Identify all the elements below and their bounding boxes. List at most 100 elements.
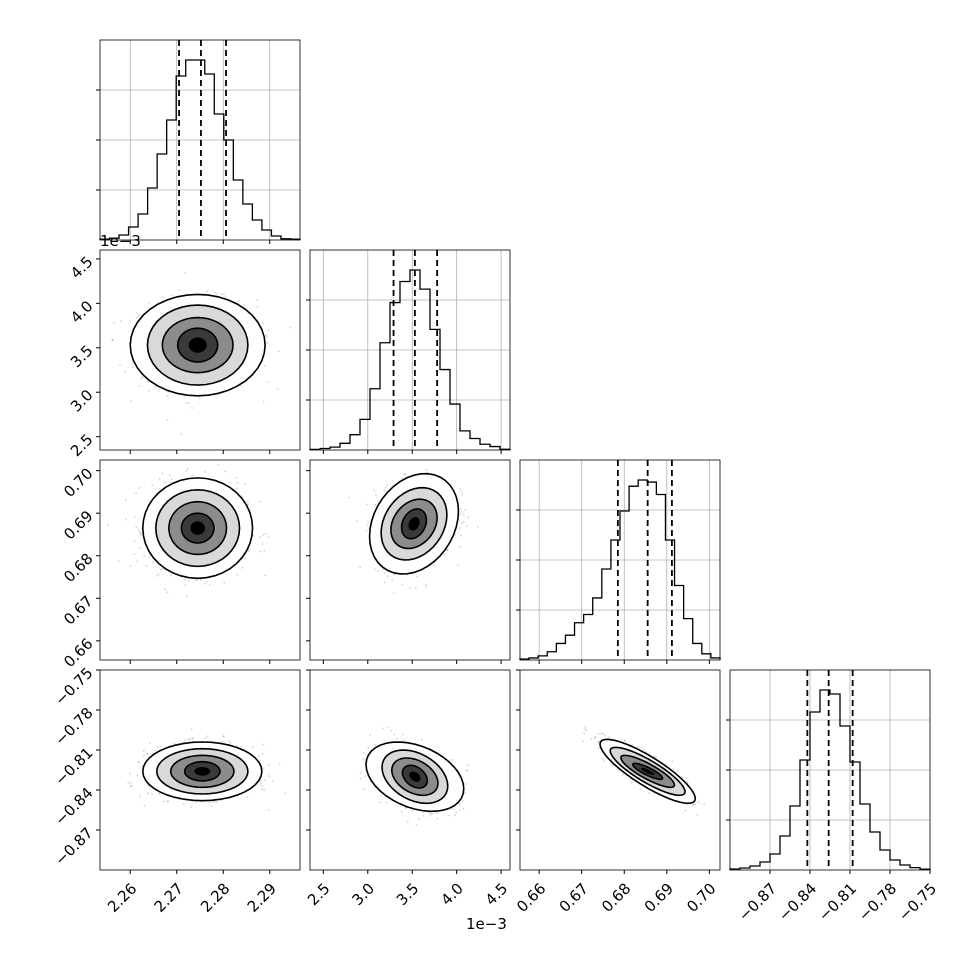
scatter-point [387, 726, 390, 729]
panel-content [347, 460, 479, 595]
scatter-point [401, 733, 404, 736]
scatter-point [206, 735, 209, 738]
panel-content [95, 271, 292, 435]
scatter-point [684, 809, 687, 812]
scatter-point [347, 496, 350, 499]
scatter-point [256, 305, 259, 308]
scatter-point [406, 820, 409, 823]
scatter-point [138, 487, 141, 490]
contour-line [381, 749, 449, 805]
scatter-point [106, 523, 109, 526]
scatter-point [236, 487, 239, 490]
scatter-point [136, 774, 139, 777]
scatter-point [162, 800, 165, 803]
scatter-point [244, 557, 247, 560]
scatter-point [603, 734, 606, 737]
contour-line [365, 741, 465, 813]
scatter-point [137, 313, 140, 316]
scatter-point [374, 493, 377, 496]
scatter-point [259, 536, 262, 539]
scatter-point [640, 746, 643, 749]
scatter-point [134, 492, 137, 495]
scatter-point [188, 738, 191, 741]
scatter-point [220, 293, 223, 296]
scatter-point [237, 299, 240, 302]
scatter-point [235, 476, 238, 479]
scatter-point [436, 812, 439, 815]
scatter-point [157, 792, 160, 795]
contour-line [155, 747, 249, 795]
scatter-point [461, 493, 464, 496]
scatter-point [147, 301, 150, 304]
scatter-point [411, 809, 414, 812]
scatter-point [212, 801, 215, 804]
scatter-point [142, 755, 145, 758]
scatter-point [215, 292, 218, 295]
scatter-point [262, 752, 265, 755]
density-core [409, 771, 421, 782]
scatter-point [188, 579, 191, 582]
scatter-point [208, 584, 211, 587]
scatter-point [167, 800, 170, 803]
scatter-point [224, 295, 227, 298]
scatter-point [210, 804, 213, 807]
scatter-point [236, 482, 239, 485]
scatter-point [221, 740, 224, 743]
contour-line [169, 754, 235, 789]
scatter-point [261, 322, 264, 325]
scatter-point [217, 463, 220, 466]
scatter-point [459, 545, 462, 548]
scatter-point [414, 587, 417, 590]
scatter-point [263, 779, 266, 782]
scatter-point [166, 591, 169, 594]
scatter-panel-1-2 [95, 249, 301, 454]
scatter-point [265, 335, 268, 338]
scatter-point [267, 773, 270, 776]
scatter-point [393, 573, 396, 576]
scatter-point [464, 792, 467, 795]
scatter-point [138, 795, 141, 798]
scatter-point [434, 811, 437, 814]
density-core [188, 337, 207, 353]
scatter-point [462, 521, 465, 524]
scatter-point [392, 733, 395, 736]
scatter-point [159, 745, 162, 748]
scatter-point [156, 574, 159, 577]
scatter-point [266, 342, 269, 345]
scatter-point [135, 560, 138, 563]
scatter-point [456, 564, 459, 567]
scatter-point [166, 418, 169, 421]
scatter-point [113, 321, 116, 324]
scatter-point [246, 796, 249, 799]
scatter-point [150, 792, 153, 795]
scatter-point [184, 584, 187, 587]
scatter-point [594, 735, 597, 738]
histogram-step-2 [309, 269, 511, 451]
scatter-point [185, 469, 188, 472]
scatter-point [356, 520, 359, 523]
scatter-point [95, 319, 97, 321]
contour-line [176, 327, 219, 363]
scatter-point [703, 803, 706, 806]
scatter-point [179, 432, 182, 435]
scatter-point [271, 779, 274, 782]
panel-content [127, 728, 286, 811]
histogram-panel-1 [96, 39, 301, 244]
scatter-point [458, 527, 461, 530]
scatter-point [138, 547, 141, 550]
scatter-point [140, 377, 143, 380]
scatter-point [459, 513, 462, 516]
scatter-point [424, 585, 427, 588]
scatter-panel-2-4 [306, 669, 511, 874]
scatter-point [244, 483, 247, 486]
scatter-point [362, 752, 365, 755]
scatter-point [135, 526, 138, 529]
scatter-point [384, 486, 387, 489]
scatter-point [166, 394, 169, 397]
scatter-point [259, 500, 262, 503]
histogram-panel-2 [306, 249, 511, 454]
scatter-point [142, 749, 145, 752]
scatter-point [365, 529, 368, 532]
scatter-point [366, 503, 369, 506]
scatter-point [391, 578, 394, 581]
